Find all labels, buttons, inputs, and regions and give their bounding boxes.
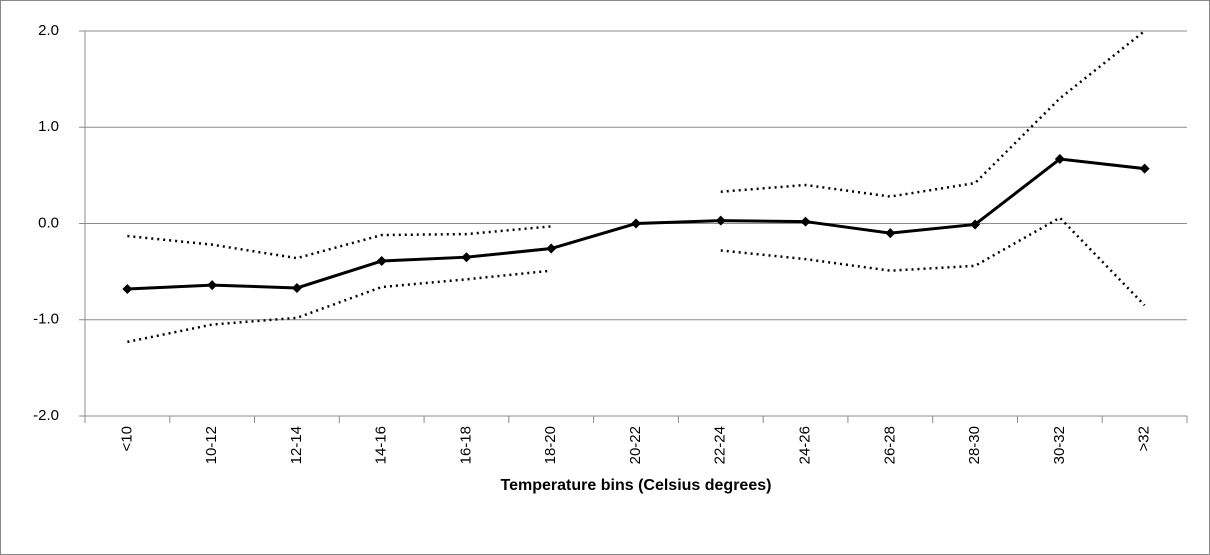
x-tick-label: 28-30 — [966, 426, 983, 464]
x-tick-label: >32 — [1136, 426, 1153, 451]
marker — [291, 282, 302, 293]
marker — [122, 283, 133, 294]
y-tick-label: 0.0 — [38, 214, 59, 231]
y-tick-label: -2.0 — [33, 407, 59, 424]
x-tick-label: <10 — [118, 426, 135, 451]
x-tick-label: 26-28 — [881, 426, 898, 464]
x-tick-label: 20-22 — [627, 426, 644, 464]
marker — [800, 216, 811, 227]
x-tick-label: 16-18 — [457, 426, 474, 464]
x-tick-label: 10-12 — [203, 426, 220, 464]
x-tick-label: 12-14 — [288, 426, 305, 464]
marker — [631, 218, 641, 229]
x-tick-label: 18-20 — [542, 426, 559, 464]
x-tick-label: 14-16 — [373, 426, 390, 464]
marker — [1139, 163, 1150, 174]
marker — [376, 256, 387, 267]
marker — [715, 215, 726, 226]
x-tick-label: 30-32 — [1051, 426, 1068, 464]
marker — [207, 280, 218, 291]
series-line — [127, 216, 1146, 344]
y-tick-label: 2.0 — [38, 22, 59, 39]
x-axis-label: Temperature bins (Celsius degrees) — [501, 477, 772, 494]
marker — [970, 219, 981, 230]
marker — [546, 243, 557, 254]
x-tick-label: 24-26 — [797, 426, 814, 464]
y-tick-label: -1.0 — [33, 311, 59, 328]
marker — [1054, 154, 1065, 165]
marker — [885, 228, 896, 239]
marker — [461, 252, 472, 263]
y-tick-label: 1.0 — [38, 118, 59, 135]
x-tick-label: 22-24 — [712, 426, 729, 464]
